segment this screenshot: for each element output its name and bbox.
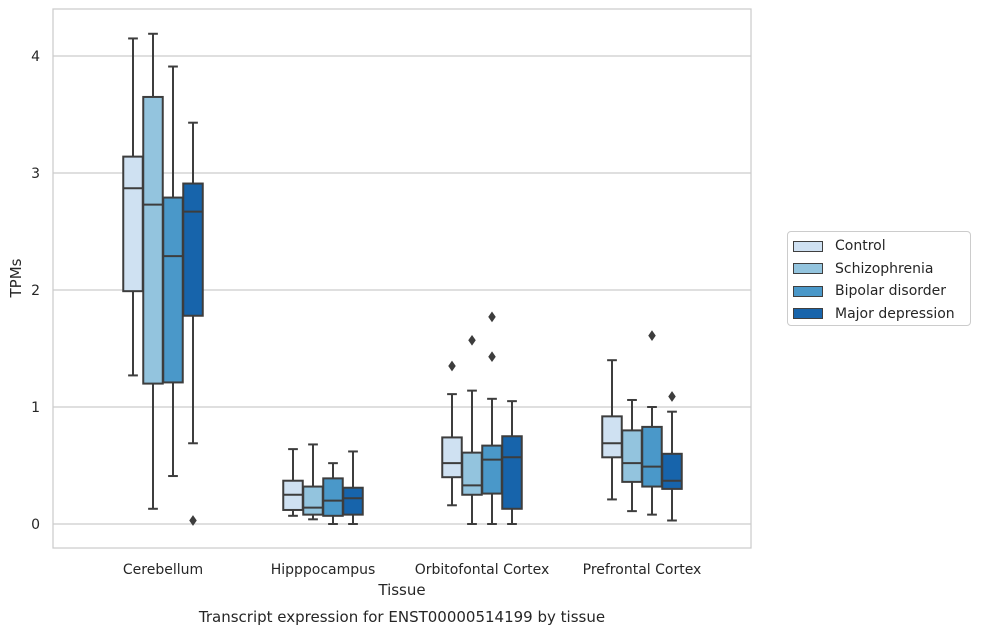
x-axis-label: Tissue: [377, 581, 425, 599]
legend-swatch: [793, 308, 823, 320]
x-tick-labels: Cerebellum Hipppocampus Orbitofontal Corte…: [123, 562, 701, 578]
x-tick-label: Orbitofontal Cortex: [415, 562, 550, 578]
box-body: [342, 486, 364, 516]
box-body: [621, 429, 643, 483]
y-tick-label: 3: [31, 166, 40, 182]
box-body: [142, 95, 164, 385]
box-control-1: [282, 448, 304, 517]
y-tick-label: 4: [31, 49, 40, 65]
legend-label: Bipolar disorder: [835, 283, 947, 300]
box-major-depression-2: [501, 400, 523, 525]
outlier-point: [488, 351, 496, 363]
chart-title: Transcript expression for ENST0000051419…: [198, 608, 605, 626]
box-body: [661, 452, 683, 490]
y-tick-label: 1: [31, 400, 40, 416]
box-body: [322, 477, 344, 517]
plot-frame: [52, 8, 752, 549]
outlier-point: [189, 515, 197, 526]
outlier-point: [648, 330, 656, 342]
y-tick-label: 2: [31, 283, 40, 299]
outlier-point: [468, 334, 476, 346]
legend-swatch: [793, 240, 823, 252]
legend-label: Control: [835, 238, 886, 255]
outlier-point: [668, 391, 676, 402]
box-major-depression-0: [182, 121, 204, 526]
box-body: [641, 425, 663, 488]
x-tick-label: Hipppocampus: [271, 562, 376, 578]
y-tick-labels: 0 1 2 3 4: [31, 49, 40, 533]
legend-swatch: [793, 285, 823, 297]
box-control-2: [441, 360, 463, 507]
box-body: [501, 435, 523, 510]
box-schizophrenia-2: [461, 334, 483, 525]
box-bipolar-disorder-0: [162, 65, 184, 478]
box-body: [162, 196, 184, 384]
box-bipolar-disorder-2: [481, 311, 503, 525]
legend-item: Major depression: [793, 303, 970, 326]
legend-swatch: [793, 263, 823, 275]
legend-item: Schizophrenia: [793, 258, 970, 281]
box-schizophrenia-3: [621, 398, 643, 513]
outlier-point: [448, 360, 456, 372]
box-body: [302, 485, 324, 516]
box-schizophrenia-1: [302, 443, 324, 521]
y-axis-label: TPMs: [7, 258, 25, 298]
box-major-depression-3: [661, 391, 683, 522]
box-control-3: [601, 359, 623, 501]
box-body: [122, 155, 144, 293]
box-body: [601, 415, 623, 459]
box-bipolar-disorder-1: [322, 462, 344, 525]
box-body: [481, 444, 503, 495]
box-body: [461, 451, 483, 496]
box-schizophrenia-0: [142, 32, 164, 510]
box-bipolar-disorder-3: [641, 330, 663, 516]
legend-item: Control: [793, 235, 970, 258]
y-tick-label: 0: [31, 517, 40, 533]
legend-label: Schizophrenia: [835, 260, 934, 277]
box-major-depression-1: [342, 450, 364, 525]
legend-label: Major depression: [835, 305, 955, 322]
x-tick-label: Cerebellum: [123, 562, 203, 578]
x-tick-label: Prefrontal Cortex: [583, 562, 702, 578]
box-control-0: [122, 37, 144, 377]
legend: Control Schizophrenia Bipolar disorder Majo…: [787, 231, 971, 326]
box-body: [182, 182, 204, 317]
outlier-point: [488, 311, 496, 323]
box-body: [441, 436, 463, 479]
legend-item: Bipolar disorder: [793, 280, 970, 303]
boxes: [122, 32, 683, 526]
